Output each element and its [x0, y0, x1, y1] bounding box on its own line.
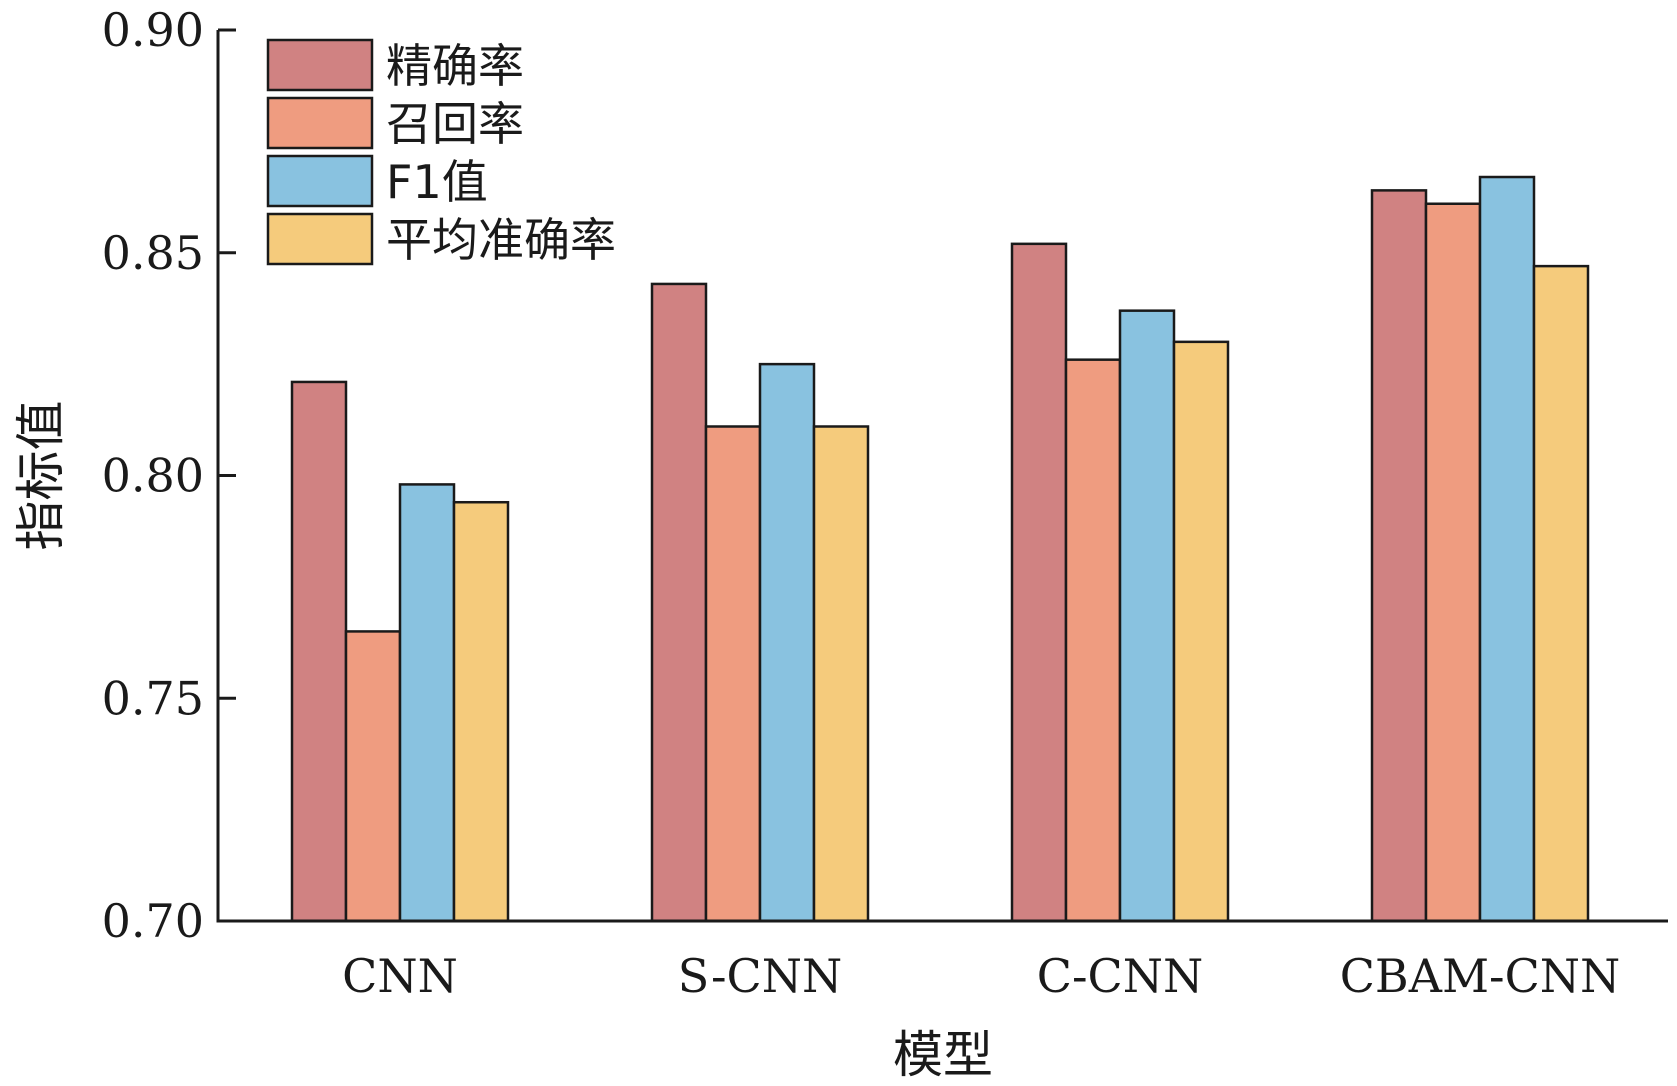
legend-label: 平均准确率	[386, 213, 616, 267]
legend-label: 精确率	[386, 39, 524, 93]
legend-swatch	[266, 212, 374, 266]
bar	[1370, 189, 1428, 923]
bar	[1064, 358, 1122, 923]
legend-label: 召回率	[386, 97, 524, 151]
legend-swatch	[266, 38, 374, 92]
bar	[812, 425, 870, 923]
y-axis-ticks: 0.70 0.75 0.80 0.85 0.90	[102, 3, 236, 948]
bar	[1424, 202, 1482, 923]
bar	[758, 362, 816, 923]
bar	[1118, 309, 1176, 923]
y-tick-label: 0.80	[102, 449, 204, 503]
y-tick-label: 0.70	[102, 894, 204, 948]
bar	[398, 483, 456, 923]
legend-swatch	[266, 154, 374, 208]
bar	[290, 380, 348, 923]
y-tick-label: 0.85	[102, 226, 204, 280]
bar	[704, 425, 762, 923]
bar	[1010, 242, 1068, 923]
x-axis-categories: CNN S-CNN C-CNN CBAM-CNN	[342, 949, 1620, 1003]
bar	[1478, 175, 1536, 923]
x-tick-label: S-CNN	[678, 949, 842, 1003]
y-tick-label: 0.90	[102, 3, 204, 57]
x-axis-title: 模型	[893, 1026, 993, 1084]
bar	[650, 282, 708, 923]
bar	[452, 500, 510, 923]
y-axis-title: 指标值	[12, 401, 70, 551]
y-tick-label: 0.75	[102, 671, 204, 725]
x-tick-label: C-CNN	[1037, 949, 1203, 1003]
x-tick-label: CNN	[342, 949, 458, 1003]
bars	[290, 175, 1590, 923]
bar	[1532, 264, 1590, 923]
legend-label: F1值	[386, 155, 488, 209]
legend-swatch	[266, 96, 374, 150]
x-tick-label: CBAM-CNN	[1340, 949, 1621, 1003]
axis-lines	[216, 30, 1668, 923]
bar	[344, 630, 402, 923]
bar	[1172, 340, 1230, 923]
